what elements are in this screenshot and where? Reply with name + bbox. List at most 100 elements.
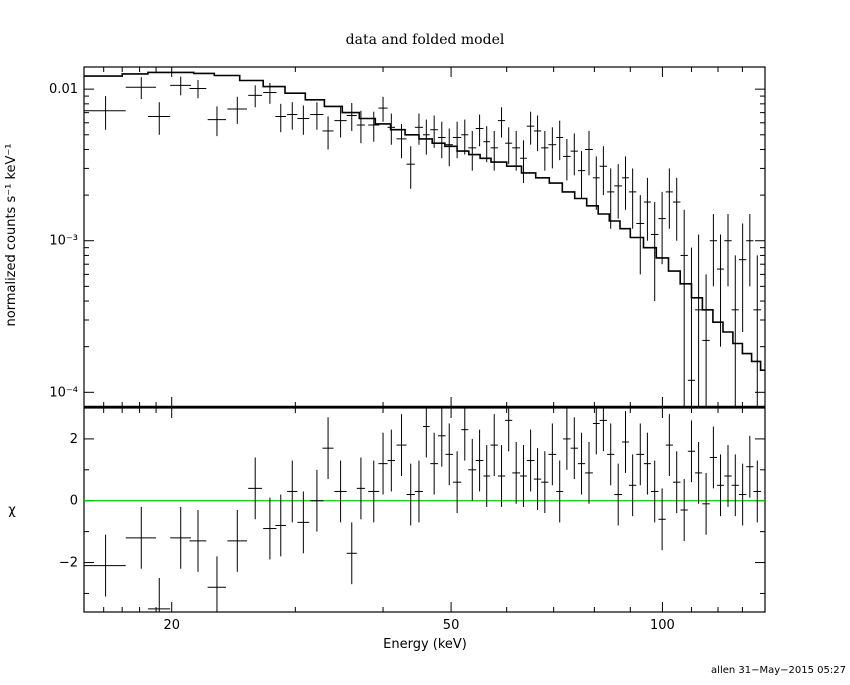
top-data-point xyxy=(541,130,549,171)
top-data-point xyxy=(548,127,557,169)
residual-point xyxy=(287,460,298,523)
residual-point xyxy=(406,463,415,526)
residual-point xyxy=(563,408,571,470)
bottom-y-tick-label: 0 xyxy=(70,494,78,509)
residual-point xyxy=(716,454,725,517)
top-data-point xyxy=(731,255,739,407)
top-data-point xyxy=(414,113,423,145)
residual-point xyxy=(346,522,357,585)
top-data-point xyxy=(716,234,725,347)
top-y-tick-label: 0.01 xyxy=(49,82,78,97)
residual-point xyxy=(414,460,423,523)
residual-point xyxy=(687,420,696,483)
residual-point xyxy=(84,534,126,597)
top-data-point xyxy=(724,214,732,287)
top-data-point xyxy=(665,168,673,229)
top-data-point xyxy=(248,85,263,108)
top-data-point xyxy=(170,76,191,96)
top-data-point xyxy=(533,115,542,152)
residual-point xyxy=(475,429,484,492)
residual-point xyxy=(709,426,717,489)
residual-point xyxy=(322,417,334,480)
top-data-point xyxy=(497,107,506,138)
residual-point xyxy=(275,494,287,557)
bottom-y-tick-label: −2 xyxy=(59,556,78,571)
residual-point xyxy=(577,432,586,495)
top-data-point xyxy=(709,214,717,287)
top-data-point xyxy=(334,107,347,138)
residual-point xyxy=(378,432,388,495)
residual-point xyxy=(695,442,703,504)
residual-point xyxy=(636,423,645,486)
top-data-point xyxy=(387,113,396,145)
residual-point xyxy=(548,423,557,486)
top-data-point xyxy=(452,121,462,159)
residual-point xyxy=(526,429,535,492)
top-data-point xyxy=(570,133,578,176)
top-data-point xyxy=(84,96,126,130)
x-tick-label: 50 xyxy=(443,618,460,633)
residual-point xyxy=(658,488,666,551)
top-data-point xyxy=(490,130,498,171)
top-data-point xyxy=(672,177,681,241)
x-axis-label: Energy (keV) xyxy=(383,637,467,652)
top-data-point xyxy=(147,102,171,135)
residual-point xyxy=(483,445,490,507)
top-data-point xyxy=(445,128,453,167)
top-data-point xyxy=(622,156,629,210)
residual-point xyxy=(738,463,747,526)
bottom-plot-frame xyxy=(83,407,766,613)
residual-point xyxy=(607,423,615,486)
top-y-tick-label: 10⁻⁴ xyxy=(49,385,78,400)
residual-point xyxy=(147,578,171,612)
bottom-y-tick-label: 2 xyxy=(70,432,78,447)
x-tick-label: 100 xyxy=(650,618,675,633)
top-data-point xyxy=(263,82,277,104)
residual-point xyxy=(533,448,542,510)
top-data-point xyxy=(189,79,207,99)
residual-point xyxy=(520,445,527,507)
residual-point xyxy=(643,432,651,495)
top-data-point xyxy=(599,146,608,196)
top-data-point xyxy=(275,103,287,133)
top-data-point xyxy=(695,234,703,407)
top-data-point xyxy=(563,138,571,181)
top-data-point xyxy=(614,164,623,219)
top-data-point xyxy=(356,110,365,144)
top-data-point xyxy=(577,151,586,199)
residual-point xyxy=(422,408,430,458)
residual-point xyxy=(368,460,380,523)
top-data-point xyxy=(556,120,564,161)
residual-point xyxy=(628,454,637,517)
top-data-point xyxy=(378,96,388,122)
residual-point xyxy=(724,445,732,507)
residual-point xyxy=(665,414,673,476)
residual-point xyxy=(556,460,564,523)
residual-point xyxy=(189,510,207,572)
top-data-point xyxy=(628,168,637,229)
top-data-point xyxy=(592,156,600,210)
residual-point xyxy=(512,442,521,504)
residual-point xyxy=(592,408,600,455)
top-data-point xyxy=(207,106,227,137)
residual-point xyxy=(387,429,396,492)
residual-point xyxy=(334,460,347,523)
top-data-point xyxy=(430,115,438,148)
residual-point xyxy=(702,472,710,535)
top-data-point xyxy=(287,102,298,130)
top-data-point xyxy=(526,111,535,145)
top-data-point xyxy=(483,126,490,163)
residual-point xyxy=(490,414,498,476)
residual-point xyxy=(746,435,754,498)
top-data-point xyxy=(746,214,754,287)
residual-point xyxy=(396,414,407,476)
residual-point xyxy=(356,457,365,520)
chart-title: data and folded model xyxy=(346,32,505,48)
residual-point xyxy=(614,463,623,526)
top-data-point xyxy=(310,102,324,130)
residual-point xyxy=(170,506,191,569)
top-y-tick-label: 10⁻³ xyxy=(49,234,78,249)
top-data-point xyxy=(687,247,696,407)
